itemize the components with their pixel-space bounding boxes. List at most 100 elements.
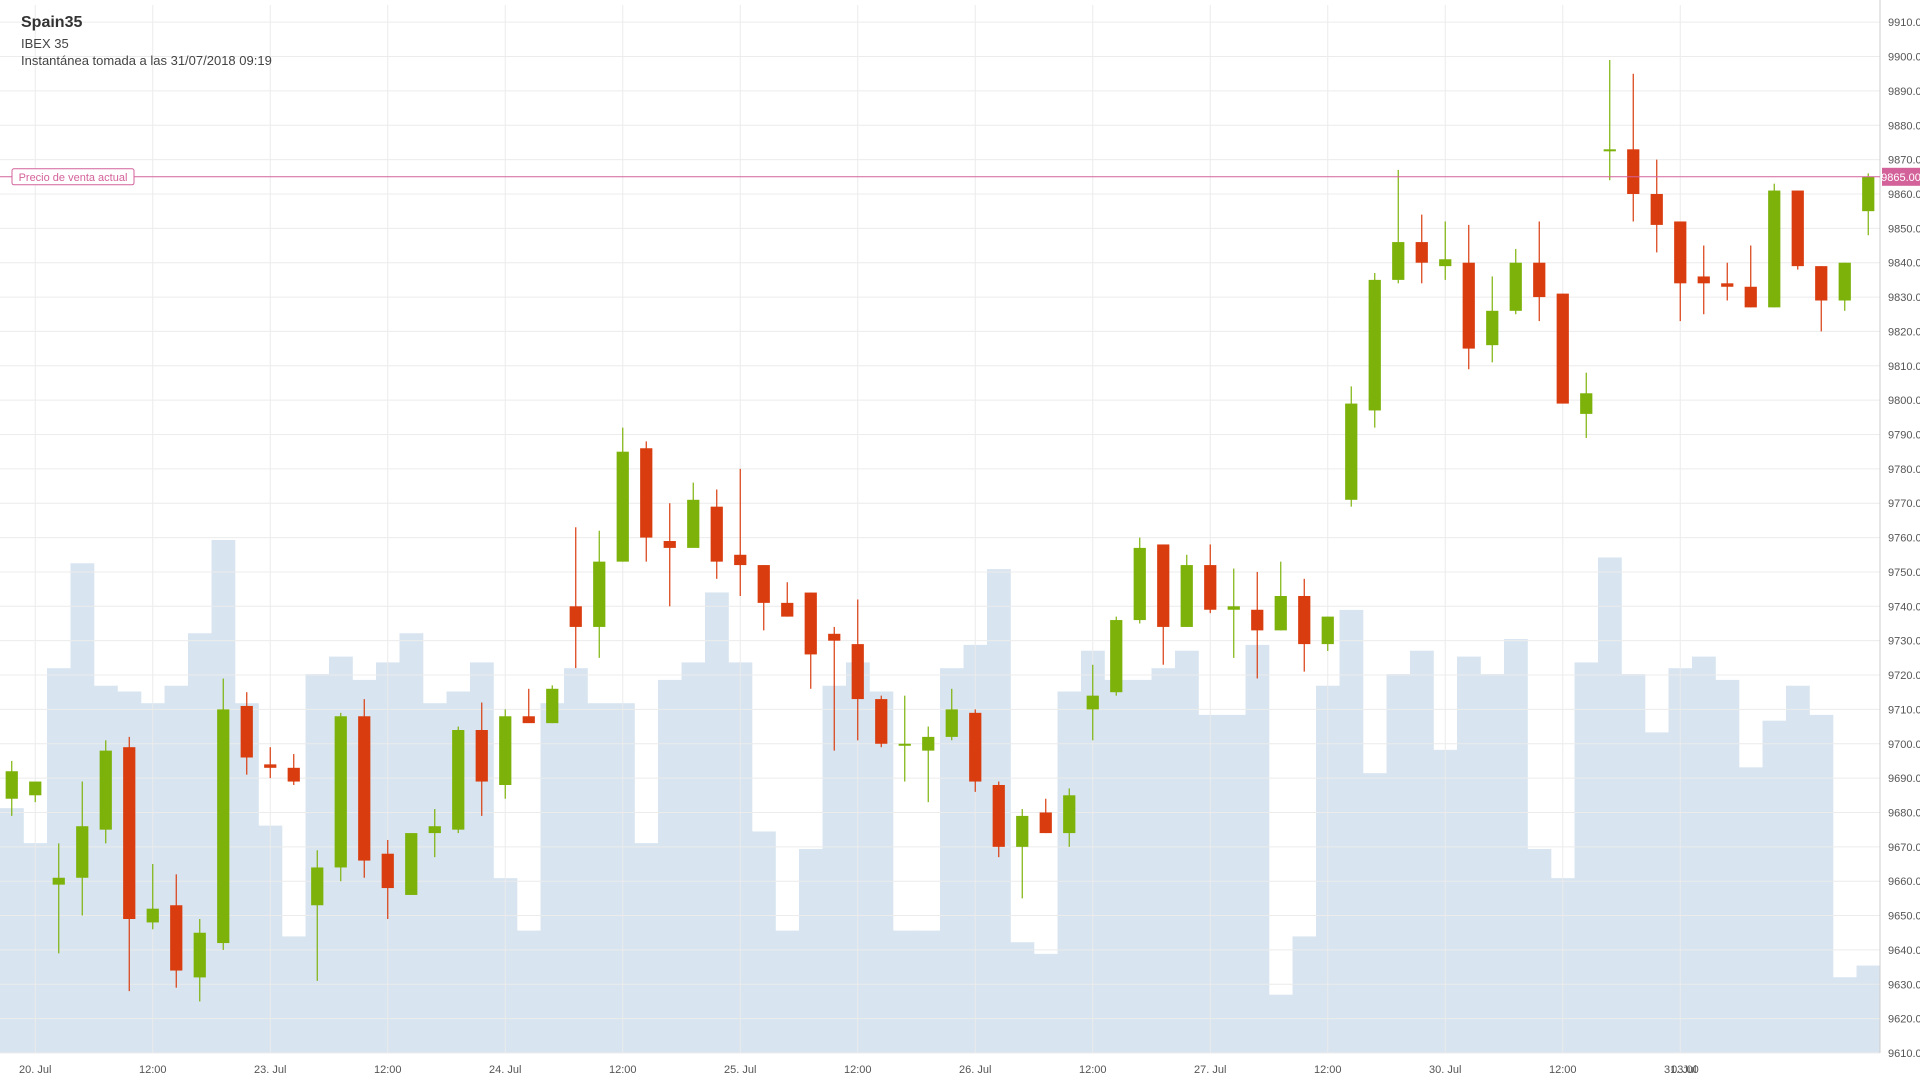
candle-body [757,565,770,603]
candle-up [1392,169,1405,284]
candle-up [499,709,512,799]
candle-down [1697,245,1710,315]
x-tick-label: 25. Jul [724,1064,756,1076]
candle-down [358,699,371,878]
volume-bar [164,685,189,1053]
candle-up [1345,386,1358,507]
y-tick-label: 9800.00 [1888,395,1920,407]
candle-body [1086,695,1099,710]
candle-down [992,781,1005,858]
volume-bar [1292,936,1317,1053]
volume-bar [822,685,847,1053]
volume-bar [1034,953,1058,1053]
y-tick-label: 9680.00 [1888,807,1920,819]
candle-body [616,451,629,562]
candle-down [851,599,864,741]
candle-body [1321,616,1334,645]
candle-up [1133,537,1146,624]
candle-down [264,747,277,779]
x-tick-label: 24. Jul [489,1064,521,1076]
volume-bar [1692,656,1716,1053]
volume-bar [1621,674,1646,1053]
y-tick-label: 9770.00 [1888,498,1920,510]
volume-bar [1833,977,1857,1053]
volume-bar [940,668,964,1053]
candle-body [1063,795,1076,834]
y-tick-label: 9700.00 [1888,739,1920,751]
candle-body [804,592,817,655]
volume-bar [1363,773,1387,1053]
candle-down [663,503,676,607]
candle-down [640,441,653,562]
x-tick-label: 12:00 [139,1064,167,1076]
y-tick-label: 9870.00 [1888,155,1920,167]
candle-up [334,712,347,882]
candle-body [1227,606,1240,610]
candle-body [1509,262,1522,311]
candle-body [240,705,253,758]
candle-down [287,754,300,785]
candle-body [569,606,582,627]
candle-down [1462,224,1475,370]
candle-down [1744,245,1757,308]
x-tick-label: 31. Jul [1664,1064,1696,1076]
volume-bar [1151,668,1176,1053]
candle-body [29,781,42,796]
candle-body [1110,620,1123,693]
candle-up [452,726,465,834]
candle-down [1674,221,1687,322]
candle-down [1791,190,1804,270]
candle-body [287,767,300,782]
candle-body [1697,276,1710,284]
candle-down [1039,798,1052,834]
x-tick-label: 12:00 [1549,1064,1577,1076]
volume-bar [423,703,447,1053]
candle-body [1274,596,1287,631]
candle-body [1415,242,1428,263]
candle-body [358,716,371,861]
candle-body [1768,190,1781,308]
candle-down [1556,293,1569,404]
y-tick-label: 9620.00 [1888,1014,1920,1026]
candle-down [969,709,982,792]
candle-up [52,843,65,954]
candle-down [475,702,488,816]
volume-bar [1269,994,1293,1053]
candle-up [922,726,935,803]
candle-body [875,699,888,744]
candle-body [146,908,159,923]
x-tick-label: 20. Jul [19,1064,51,1076]
volume-bar [235,703,259,1053]
volume-bar [1739,767,1763,1053]
candle-body [1157,544,1170,627]
volume-bar [1527,848,1552,1053]
y-tick-label: 9660.00 [1888,876,1920,888]
volume-bar [752,831,776,1053]
candle-body [546,688,559,724]
candle-down [1298,578,1311,672]
chart-subtitle: IBEX 35 [21,36,69,51]
candle-up [1274,561,1287,631]
volume-bar [705,592,729,1053]
candle-up [1016,809,1029,899]
candle-body [1815,266,1828,301]
candle-body [663,541,676,548]
y-tick-label: 9890.00 [1888,86,1920,98]
current-price-label-box [11,168,135,186]
candle-up [405,833,418,895]
y-tick-label: 9820.00 [1888,326,1920,338]
y-tick-label: 9840.00 [1888,258,1920,270]
candle-body [969,712,982,782]
candle-body [710,506,723,562]
candle-up [1603,59,1616,181]
x-tick-label: 12:00 [1079,1064,1107,1076]
candle-down [710,489,723,579]
candle-body [1650,193,1663,225]
candle-up [898,695,911,782]
candle-down [875,695,888,748]
candle-up [616,427,629,562]
candle-up [428,809,441,858]
volume-bar [1762,720,1787,1053]
